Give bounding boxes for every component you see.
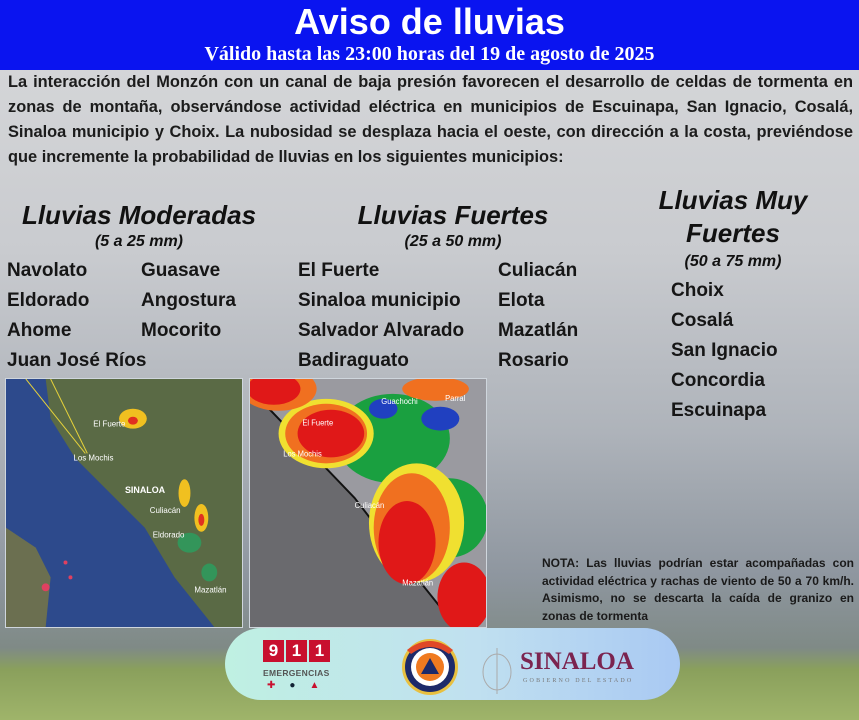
moderadas-range: (5 a 25 mm) — [94, 233, 184, 250]
map-label: Guachochi — [381, 397, 418, 406]
lightning-map: El Fuerte Los Mochis SINALOA Culiacán El… — [5, 378, 243, 628]
map-label: Los Mochis — [283, 449, 322, 458]
list-item: Juan José Ríos — [7, 350, 147, 371]
list-item: Eldorado — [7, 290, 90, 311]
fuertes-range: (25 a 50 mm) — [404, 233, 502, 250]
muy-fuertes-heading-2: Fuertes — [686, 218, 780, 248]
sinaloa-seal-icon — [482, 648, 512, 694]
footer-logos: 9 1 1 EMERGENCIAS ✚ ● ▲ SINALOA GOBIERNO… — [225, 628, 680, 700]
gobierno-label: GOBIERNO DEL ESTADO — [523, 678, 634, 684]
map-label: Parral — [445, 394, 466, 403]
map-label: El Fuerte — [93, 420, 126, 429]
map-label: Eldorado — [153, 531, 185, 540]
header-banner: Aviso de lluvias Válido hasta las 23:00 … — [0, 0, 859, 70]
fire-icon: ▲ — [309, 680, 320, 691]
moderadas-heading: Lluvias Moderadas — [21, 200, 257, 230]
map-label: Mazatlán — [402, 578, 433, 587]
list-item: Mocorito — [141, 320, 222, 341]
list-item: Elota — [498, 290, 545, 311]
911-logo: 9 1 1 — [263, 640, 330, 662]
proteccion-civil-logo — [402, 639, 458, 695]
nota-text: NOTA: Las lluvias podrían estar acompaña… — [542, 556, 854, 623]
list-item: Rosario — [498, 350, 569, 371]
list-item: Cosalá — [671, 310, 734, 331]
fuertes-heading: Lluvias Fuertes — [357, 200, 549, 230]
911-digit: 9 — [263, 640, 284, 662]
list-item: Escuinapa — [671, 400, 767, 421]
sinaloa-logo-text: SINALOA — [520, 648, 634, 675]
map-label: El Fuerte — [302, 418, 333, 427]
map-label: Los Mochis — [73, 453, 113, 462]
911-digit: 1 — [309, 640, 330, 662]
police-cap-icon: ● — [289, 680, 296, 691]
list-item: El Fuerte — [298, 260, 380, 281]
list-item: Sinaloa municipio — [298, 290, 461, 311]
list-item: Navolato — [7, 260, 88, 281]
list-item: Culiacán — [498, 260, 578, 281]
map-label: Mazatlán — [194, 585, 226, 594]
red-cross-icon: ✚ — [267, 680, 276, 691]
map-label: Culiacán — [150, 506, 181, 515]
list-item: Concordia — [671, 370, 765, 391]
emergencias-label: EMERGENCIAS — [263, 668, 330, 678]
list-item: Guasave — [141, 260, 221, 281]
muy-fuertes-range: (50 a 75 mm) — [684, 253, 782, 270]
list-item: Angostura — [141, 290, 236, 311]
muy-fuertes-heading-1: Lluvias Muy — [658, 185, 808, 215]
list-item: Mazatlán — [498, 320, 579, 341]
map-label: Culiacán — [355, 501, 385, 510]
map-label: SINALOA — [125, 485, 166, 495]
emergency-icons: ✚ ● ▲ — [267, 680, 319, 691]
list-item: Choix — [671, 280, 724, 301]
page-title: Aviso de lluvias — [294, 1, 565, 42]
list-item: Badiraguato — [298, 350, 409, 371]
intro-text: La interacción del Monzón con un canal d… — [8, 73, 853, 166]
list-item: Salvador Alvarado — [298, 320, 465, 341]
satellite-map: Guachochi Parral El Fuerte Los Mochis Cu… — [249, 378, 487, 628]
list-item: Ahome — [7, 320, 72, 341]
validity-subtitle: Válido hasta las 23:00 horas del 19 de a… — [204, 43, 655, 65]
911-digit: 1 — [286, 640, 307, 662]
list-item: San Ignacio — [671, 340, 778, 361]
